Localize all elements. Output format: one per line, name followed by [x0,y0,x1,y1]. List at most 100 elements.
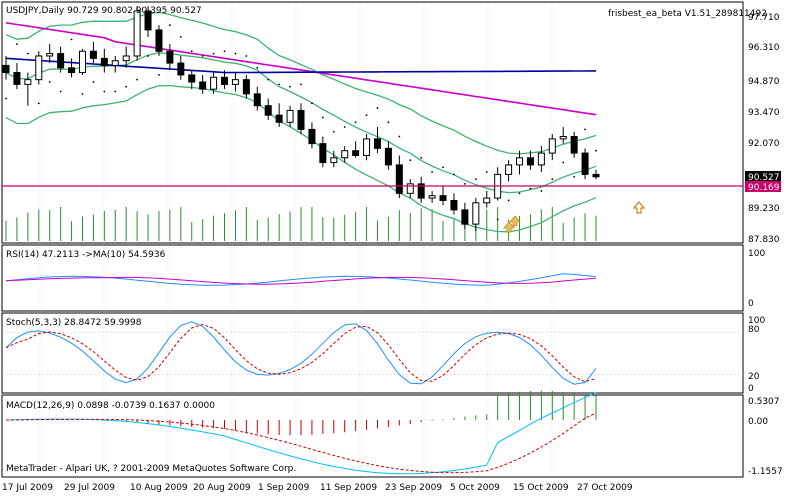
macd-signal-line [5,412,597,474]
sar-dot [595,149,597,152]
candle-body [188,74,196,83]
stoch-level: 20 [748,372,760,382]
sar-dot [125,85,128,88]
sar-dot [223,50,226,53]
sar-dot [562,161,565,164]
sar-dot [420,156,423,159]
time-label: 15 Oct 2009 [513,483,569,493]
last-price-label: 90.527 [748,173,780,183]
candle-body [286,109,294,123]
rsi-ma-line [5,276,597,285]
stoch-panel[interactable] [1,312,744,394]
sar-dot [212,52,215,55]
price-label: 97.710 [748,13,780,23]
candle-body [231,79,239,85]
sar-dot [365,114,368,117]
price-panel[interactable] [1,1,744,244]
candle-body [537,152,545,166]
sar-dot [354,121,357,124]
candle-body [461,209,469,225]
candle-body [2,64,10,74]
candle-body [352,150,360,156]
candle-body [24,79,32,85]
macd-level: -1.1557 [748,467,783,477]
sar-dot [48,81,51,83]
up-arrow-icon[interactable] [632,201,646,214]
sar-dot [332,130,335,133]
sar-dot [518,192,521,195]
macd-lines [5,390,597,475]
sar-dot [70,38,73,41]
stoch-k-line [5,321,597,385]
sar-dot [409,159,412,162]
sar-dot [168,24,171,27]
stoch-lines [2,321,743,385]
candle-body [177,62,185,76]
sar-dot [584,128,586,131]
price-label: 89.230 [748,204,780,214]
macd-title: MACD(12,26,9) 0.0898 -0.0739 0.1637 0.00… [6,401,215,411]
candle-body [526,157,534,166]
stoch-level: 100 [748,316,765,326]
candle-body [472,202,480,225]
candle-body [384,147,392,166]
sar-dot [507,199,510,202]
candle-body [264,105,272,116]
candle-body [373,138,381,149]
sar-dot [158,74,160,76]
sar-dot [463,182,466,185]
time-label: 1 Sep 2009 [258,483,310,493]
stoch-title: Stoch(5,3,3) 28.8472 59.9998 [6,318,142,328]
candle-body [548,138,556,154]
candle-body [13,72,21,85]
time-label: 17 Jul 2009 [2,483,53,493]
candle-body [570,136,578,154]
time-label: 10 Aug 2009 [130,483,188,493]
candle-body [297,109,305,130]
sar-dot [540,190,543,192]
candle-body [122,55,130,62]
candle-body [133,10,141,57]
sar-dot [245,55,248,57]
macd-panel[interactable] [1,394,744,478]
price-label: 94.870 [748,77,780,87]
candle-body [319,143,327,164]
sar-dot [485,171,488,173]
sar-dot [311,102,313,105]
candle-body [275,114,283,123]
candle-body [78,50,86,74]
sar-dot [234,52,237,55]
sar-dot [179,36,182,38]
sar-dot [474,178,477,181]
candle-body [111,60,119,66]
macd-level: 0.00 [748,417,768,427]
rsi-level: 100 [748,249,765,259]
volume-histogram [5,207,597,241]
candle-body [341,150,349,159]
candle-body [592,173,600,178]
time-label: 27 Oct 2009 [577,483,633,493]
sar-dot [453,173,455,176]
sar-dot [529,187,532,190]
candle-body [406,183,414,194]
stoch-level: 0 [748,384,754,394]
candle-body [35,55,43,81]
ea-info: frisbest_ea_beta V1.51_289811492 [608,9,767,19]
price-label: 96.310 [748,43,780,53]
sar-dot [16,43,18,46]
candle-body [46,53,54,57]
trade-marker-icon[interactable] [503,215,521,233]
candle-body [166,50,174,64]
sar-dot [81,92,84,95]
sar-dot [136,78,139,81]
candle-body [330,157,338,164]
sar-dot [5,97,7,100]
time-label: 29 Jul 2009 [64,483,115,493]
time-label: 20 Aug 2009 [193,483,251,493]
sar-dot [278,83,281,86]
last-price-tag [745,171,781,182]
candle-body [57,53,65,69]
sar-dot [147,55,149,57]
